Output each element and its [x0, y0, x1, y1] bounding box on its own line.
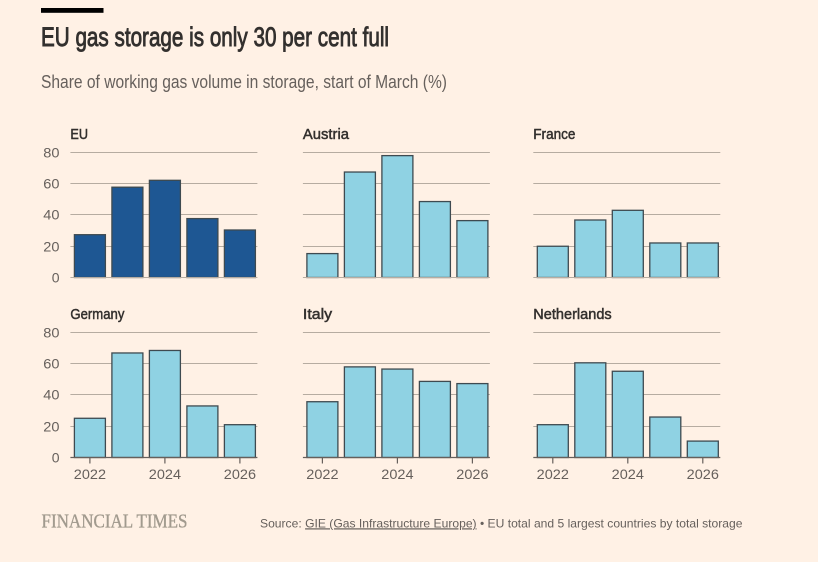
svg-text:France: France: [533, 126, 575, 143]
svg-text:EU gas storage is only 30 per: EU gas storage is only 30 per cent full: [41, 22, 389, 52]
svg-text:80: 80: [43, 325, 59, 341]
svg-text:2026: 2026: [687, 466, 719, 482]
svg-text:2022: 2022: [537, 466, 569, 482]
svg-text:Germany: Germany: [70, 306, 124, 323]
svg-text:2022: 2022: [306, 466, 338, 482]
svg-text:20: 20: [43, 239, 59, 255]
svg-text:Netherlands: Netherlands: [533, 306, 611, 323]
svg-text:2026: 2026: [456, 466, 488, 482]
svg-text:Share of working gas volume in: Share of working gas volume in storage, …: [41, 72, 447, 92]
svg-text:FINANCIAL TIMES: FINANCIAL TIMES: [42, 511, 188, 533]
svg-text:Austria: Austria: [303, 126, 350, 143]
svg-text:60: 60: [43, 176, 59, 192]
svg-text:2026: 2026: [224, 466, 256, 482]
svg-text:40: 40: [43, 207, 59, 223]
svg-text:2024: 2024: [149, 466, 181, 482]
svg-text:Italy: Italy: [303, 306, 333, 323]
svg-text:20: 20: [43, 419, 59, 435]
svg-text:60: 60: [43, 356, 59, 372]
svg-text:2024: 2024: [612, 466, 644, 482]
svg-text:80: 80: [43, 145, 59, 161]
svg-text:2022: 2022: [74, 466, 106, 482]
svg-text:Source: GIE (Gas Infrastructur: Source: GIE (Gas Infrastructure Europe) …: [260, 516, 743, 530]
svg-text:EU: EU: [70, 126, 88, 143]
svg-text:0: 0: [52, 270, 60, 286]
svg-text:2024: 2024: [381, 466, 413, 482]
svg-text:0: 0: [52, 450, 60, 466]
svg-text:40: 40: [43, 387, 59, 403]
